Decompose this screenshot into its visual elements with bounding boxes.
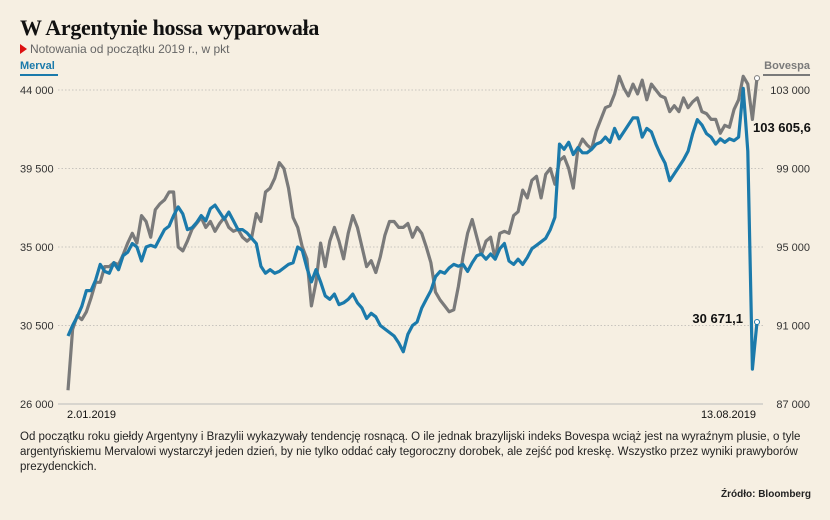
left-tick-label: 30 500 — [20, 321, 54, 333]
source-note: Źródło: Bloomberg — [721, 489, 811, 500]
x-label-end: 13.08.2019 — [701, 409, 756, 421]
right-axis-ticks: 103 000 99 000 95 000 91 000 87 000 — [770, 85, 810, 411]
right-tick-label: 95 000 — [776, 242, 810, 254]
series-line-merval — [66, 86, 759, 371]
right-tick-label: 87 000 — [776, 399, 810, 411]
left-axis-label: Merval — [20, 60, 55, 72]
right-tick-label: 99 000 — [776, 164, 810, 176]
line-chart: Merval Bovespa 44 000 39 500 35 000 30 500 2… — [20, 60, 811, 421]
chart-subtitle: Notowania od początku 2019 r., w pkt — [20, 42, 229, 56]
red-triangle-icon — [20, 44, 27, 54]
left-axis-ticks: 44 000 39 500 35 000 30 500 26 000 — [20, 85, 54, 411]
right-tick-label: 91 000 — [776, 321, 810, 333]
subtitle-text: Notowania od początku 2019 r., w pkt — [30, 42, 230, 56]
left-tick-label: 44 000 — [20, 85, 54, 97]
series-line-bovespa — [66, 74, 759, 391]
left-tick-label: 39 500 — [20, 164, 54, 176]
x-label-start: 2.01.2019 — [67, 409, 116, 421]
chart-caption: Od początku roku giełdy Argentyny i Braz… — [20, 431, 801, 473]
right-axis-label: Bovespa — [764, 60, 811, 72]
left-tick-label: 35 000 — [20, 242, 54, 254]
series-layer — [66, 74, 760, 391]
annotation-merval: 30 671,1 — [692, 311, 743, 326]
left-tick-label: 26 000 — [20, 399, 54, 411]
annotation-bovespa: 103 605,6 — [753, 120, 811, 135]
gridlines — [58, 89, 763, 326]
right-tick-label: 103 000 — [770, 85, 810, 97]
chart-title: W Argentynie hossa wyparowała — [20, 15, 320, 40]
endpoint-merval — [754, 319, 760, 326]
endpoint-bovespa — [754, 75, 760, 82]
